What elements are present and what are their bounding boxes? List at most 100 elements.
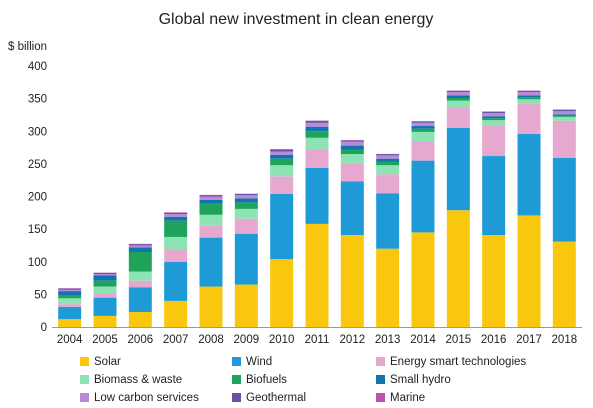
- bar-2006-geothermal: [128, 244, 152, 246]
- legend-label: Marine: [390, 392, 425, 404]
- bar-2015-solar: [446, 210, 470, 327]
- x-tick-label: 2005: [92, 334, 118, 346]
- bar-2005-biomass-waste: [93, 286, 117, 294]
- bar-2009-biofuels: [234, 202, 258, 209]
- bar-2004-biofuels: [58, 295, 82, 299]
- y-tick-label: 350: [28, 94, 47, 106]
- bar-2007-solar: [164, 300, 188, 327]
- bar-2008-wind: [199, 237, 223, 287]
- bar-2014-solar: [411, 232, 435, 327]
- legend-swatch: [376, 375, 385, 384]
- bar-2011-small-hydro: [305, 126, 329, 132]
- bar-2005-small-hydro: [93, 275, 117, 281]
- bar-2006-small-hydro: [128, 247, 152, 252]
- bar-2005-geothermal: [93, 272, 117, 275]
- bar-2007-small-hydro: [164, 216, 188, 221]
- legend-swatch: [376, 357, 385, 366]
- bar-2008-biomass-waste: [199, 214, 223, 226]
- x-tick-label: 2014: [410, 334, 436, 346]
- bar-2009-biomass-waste: [234, 208, 258, 219]
- bar-2010-energy-smart-technologies: [270, 176, 294, 194]
- bar-2016-energy-smart-technologies: [482, 126, 506, 157]
- bar-2009-solar: [234, 284, 258, 327]
- bar-2004-energy-smart-technologies: [58, 304, 82, 307]
- bar-2010-biomass-waste: [270, 165, 294, 177]
- bar-2009-energy-smart-technologies: [234, 218, 258, 234]
- bar-2014-energy-smart-technologies: [411, 141, 435, 161]
- bar-2007-wind: [164, 261, 188, 301]
- bar-2006-solar: [128, 311, 152, 327]
- bar-2018-energy-smart-technologies: [552, 120, 576, 158]
- bar-2018-solar: [552, 241, 576, 327]
- bar-2016-low-carbon-services: [482, 112, 506, 117]
- bar-2016-wind: [482, 156, 506, 235]
- x-tick-label: 2007: [163, 334, 189, 346]
- x-tick-label: 2006: [128, 334, 154, 346]
- bar-2014-biomass-waste: [411, 131, 435, 142]
- legend-swatch: [80, 393, 89, 402]
- bar-2007-energy-smart-technologies: [164, 250, 188, 262]
- bar-2016-biofuels: [482, 118, 506, 121]
- y-axis-label: $ billion: [8, 41, 47, 53]
- x-tick-label: 2012: [340, 334, 366, 346]
- bar-2007-biomass-waste: [164, 236, 188, 250]
- x-tick-label: 2017: [516, 334, 542, 346]
- bar-2011-solar: [305, 223, 329, 327]
- bar-2005-energy-smart-technologies: [93, 293, 117, 298]
- y-tick-label: 150: [28, 224, 47, 236]
- bar-2011-geothermal: [305, 120, 329, 123]
- bar-2009-wind: [234, 233, 258, 285]
- bar-2012-biomass-waste: [340, 154, 364, 164]
- x-axis: 2004 2005 2006 2007 2008 2009 2010 2011 2012 2013…: [57, 334, 577, 346]
- bar-2010-low-carbon-services: [270, 151, 294, 155]
- y-tick-label: 50: [34, 289, 47, 301]
- bar-2013-biofuels: [376, 161, 400, 166]
- bar-2012-small-hydro: [340, 145, 364, 150]
- y-tick-label: 100: [28, 257, 47, 269]
- bar-2016-small-hydro: [482, 116, 506, 119]
- legend-label: Wind: [246, 356, 272, 368]
- bar-2013-solar: [376, 248, 400, 327]
- bar-2013-wind: [376, 193, 400, 249]
- bar-2015-geothermal: [446, 90, 470, 93]
- bar-2011-low-carbon-services: [305, 122, 329, 127]
- bar-2018-biofuels: [552, 115, 576, 117]
- bar-2009-geothermal: [234, 193, 258, 196]
- bar-2014-biofuels: [411, 128, 435, 132]
- bar-2012-biofuels: [340, 149, 364, 155]
- bar-2010-solar: [270, 259, 294, 327]
- bar-2011-biomass-waste: [305, 137, 329, 150]
- legend-label: Small hydro: [390, 374, 451, 386]
- bar-2010-wind: [270, 193, 294, 260]
- bar-2004-wind: [58, 306, 82, 320]
- bar-2010-small-hydro: [270, 154, 294, 159]
- bar-2016-geothermal: [482, 111, 506, 113]
- bar-2018-biomass-waste: [552, 116, 576, 121]
- y-tick-label: 250: [28, 159, 47, 171]
- bar-2011-energy-smart-technologies: [305, 149, 329, 168]
- y-tick-label: 0: [41, 322, 47, 334]
- bar-2017-biofuels: [517, 97, 541, 100]
- legend-label: Biomass & waste: [94, 374, 182, 386]
- bar-2011-wind: [305, 167, 329, 224]
- bar-2018-wind: [552, 158, 576, 242]
- bar-2012-solar: [340, 235, 364, 327]
- bar-2008-biofuels: [199, 203, 223, 215]
- bar-2015-wind: [446, 127, 470, 211]
- bar-2012-low-carbon-services: [340, 141, 364, 146]
- y-tick-label: 200: [28, 192, 47, 204]
- legend-label: Biofuels: [246, 374, 287, 386]
- bar-2014-wind: [411, 160, 435, 233]
- bar-2012-wind: [340, 181, 364, 235]
- x-tick-label: 2004: [57, 334, 83, 346]
- bar-2012-geothermal: [340, 140, 364, 142]
- bar-2005-low-carbon-services: [93, 274, 117, 276]
- bar-2004-biomass-waste: [58, 298, 82, 305]
- bar-2012-energy-smart-technologies: [340, 163, 364, 182]
- legend-swatch: [232, 375, 241, 384]
- bar-2015-biofuels: [446, 97, 470, 101]
- bar-2017-low-carbon-services: [517, 92, 541, 96]
- bar-2015-energy-smart-technologies: [446, 107, 470, 128]
- plot-area: [58, 90, 576, 327]
